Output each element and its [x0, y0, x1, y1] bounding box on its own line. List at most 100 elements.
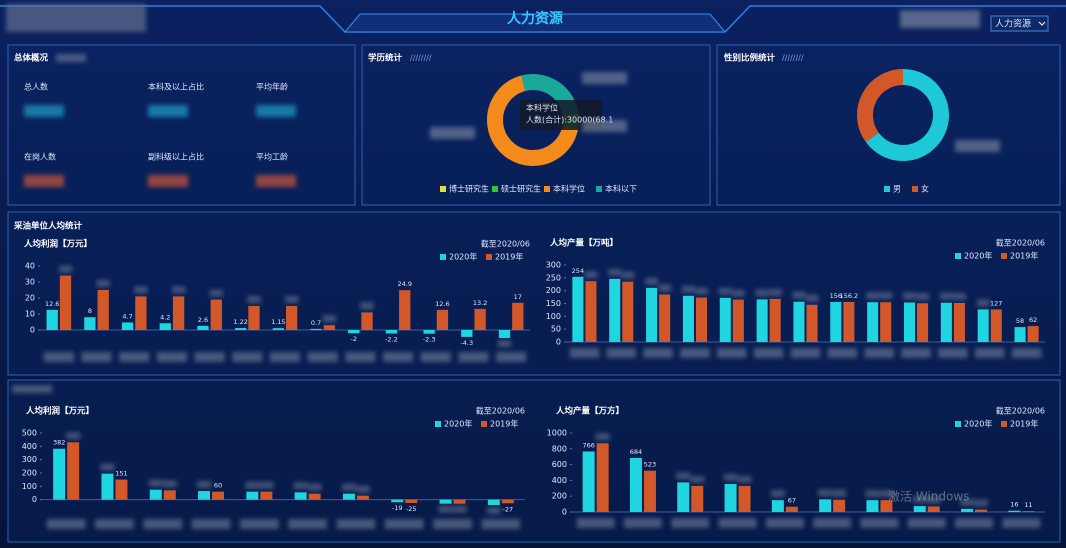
panel-title: 总体概况	[14, 53, 49, 64]
y-tick-label: 10	[25, 310, 35, 319]
legend-label: 博士研究生	[449, 184, 489, 194]
value-label-blur	[307, 483, 322, 491]
x-label-blur	[191, 519, 231, 529]
value-label-blur	[879, 292, 893, 300]
value-label: 12.6	[45, 300, 59, 308]
x-label-blur	[288, 519, 327, 529]
value-label-blur	[438, 505, 453, 513]
bar	[212, 491, 225, 500]
dropdown-caret[interactable]	[1038, 21, 1046, 26]
bar	[97, 290, 109, 330]
value-label-blur	[96, 280, 110, 287]
bar	[101, 473, 114, 500]
value-label: 8	[88, 307, 92, 315]
legend-swatch	[955, 421, 961, 427]
x-label-blur	[194, 352, 225, 362]
chart-title: 人均产量【万吨】	[550, 238, 618, 249]
value-label-blur	[902, 292, 917, 300]
legend-label: 2020年	[964, 419, 992, 429]
x-label-blur	[864, 348, 894, 358]
bar	[310, 328, 322, 330]
y-tick-label: 150	[546, 299, 561, 308]
bar	[756, 299, 768, 342]
value-label: -25	[406, 505, 417, 513]
bar	[596, 443, 609, 512]
legend-swatch	[1001, 421, 1007, 427]
bar	[1022, 511, 1035, 512]
legend-label: 2019年	[495, 252, 523, 262]
x-label-blur	[1011, 348, 1042, 358]
value-label-blur	[865, 490, 880, 498]
x-label-blur	[46, 519, 86, 529]
chart-title: 学历统计	[368, 53, 403, 64]
legend-swatch	[955, 253, 961, 259]
value-label-blur	[866, 292, 880, 300]
panel-title: 采油单位人均统计	[13, 221, 83, 232]
dropdown-label[interactable]: 人力资源	[995, 18, 1031, 30]
y-tick-label: 30	[25, 278, 35, 287]
value-label-blur	[939, 292, 953, 300]
x-label-blur	[860, 518, 899, 528]
x-label-blur	[907, 518, 946, 528]
bar	[46, 309, 58, 330]
x-label-blur	[827, 348, 858, 358]
x-label-blur	[481, 519, 521, 529]
bar	[512, 302, 524, 330]
value-label-blur	[818, 489, 833, 497]
page-title: 人力资源	[507, 10, 563, 27]
value-label-blur	[690, 475, 705, 483]
stat-value-blur	[256, 175, 296, 187]
value-label-blur	[134, 286, 148, 294]
y-tick-label: 0	[30, 326, 35, 335]
value-label-blur	[452, 505, 467, 513]
header-plate	[344, 13, 726, 33]
x-label-blur	[269, 352, 301, 362]
x-label-blur	[624, 518, 662, 528]
bar	[793, 301, 805, 342]
x-label-blur	[680, 348, 710, 358]
value-label: -19	[392, 504, 403, 512]
value-label-blur	[960, 498, 975, 506]
bar	[84, 317, 96, 330]
bar	[197, 325, 209, 330]
dropdown-box[interactable]	[990, 15, 1049, 32]
value-label-blur	[162, 480, 177, 488]
x-label-blur	[1002, 518, 1041, 528]
bar	[880, 302, 892, 342]
bar	[474, 308, 486, 330]
bar	[833, 499, 846, 512]
bar	[498, 330, 511, 338]
value-label-blur	[66, 432, 81, 440]
bar	[866, 500, 879, 512]
bar	[975, 509, 988, 512]
value-label: -2.2	[385, 336, 398, 344]
value-label: -2.3	[423, 336, 436, 344]
bar	[248, 306, 260, 330]
bar	[646, 287, 658, 342]
value-label-blur	[58, 265, 73, 273]
y-tick-label: 40	[25, 262, 35, 271]
y-tick-label: 200	[22, 469, 37, 478]
legend-label: 2020年	[964, 251, 992, 261]
bar	[272, 328, 284, 330]
value-label-blur	[285, 296, 299, 303]
donut-slice	[487, 75, 579, 166]
logo-blur	[6, 4, 146, 32]
value-label: -4.3	[460, 339, 473, 347]
bar	[159, 323, 171, 330]
value-label: 382	[53, 439, 65, 447]
stat-value-blur	[148, 175, 188, 187]
bar	[235, 328, 247, 330]
bar	[59, 275, 72, 330]
bar	[940, 302, 952, 342]
dropdown[interactable]: 人力资源	[990, 15, 1049, 32]
bar	[436, 309, 449, 330]
legend-swatch	[440, 186, 446, 192]
tooltip-text: 本科学位	[526, 103, 558, 113]
x-label-blur	[765, 518, 804, 528]
x-label-blur	[420, 352, 451, 362]
bar	[913, 506, 926, 512]
stat-label: 总人数	[24, 82, 48, 92]
value-label: 4.2	[160, 313, 170, 321]
